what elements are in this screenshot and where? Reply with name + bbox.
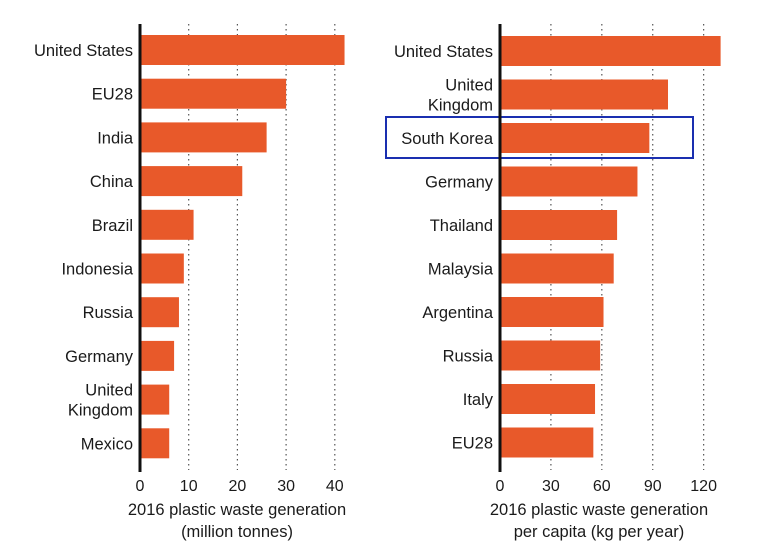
category-label: Indonesia — [61, 261, 133, 279]
x-axis-title: 2016 plastic waste generation — [128, 501, 346, 519]
bar-brazil — [140, 209, 194, 240]
category-label: Russia — [83, 304, 134, 322]
bar-russia — [140, 297, 179, 328]
bar-russia — [500, 340, 601, 371]
category-label: United — [445, 77, 493, 95]
x-tick-label: 0 — [496, 478, 505, 495]
category-label: United — [85, 382, 133, 400]
bar-eu28 — [140, 78, 287, 109]
bar-united-kingdom — [140, 384, 170, 415]
bar-south-korea — [500, 123, 650, 153]
x-axis-title: per capita (kg per year) — [514, 523, 685, 541]
bar-italy — [500, 384, 596, 414]
category-label: EU28 — [452, 435, 493, 453]
category-label: Kingdom — [428, 97, 493, 115]
bar-united-states — [140, 35, 345, 65]
bar-china — [140, 166, 243, 197]
category-label: Mexico — [81, 435, 133, 453]
bar-indonesia — [140, 253, 184, 284]
x-tick-label: 40 — [326, 478, 344, 495]
category-label: Germany — [65, 348, 134, 366]
category-label: Germany — [425, 174, 494, 192]
category-label: South Korea — [401, 130, 494, 148]
bar-united-kingdom — [500, 79, 669, 110]
chart-total-waste: United States EU28 India China Brazil Indones… — [34, 24, 346, 541]
bar-eu28 — [500, 427, 594, 458]
category-label: Kingdom — [68, 402, 133, 420]
bar-argentina — [500, 297, 604, 327]
bar-germany — [140, 340, 175, 371]
x-axis-title: (million tonnes) — [181, 523, 293, 541]
category-label: China — [90, 173, 134, 191]
category-label: India — [97, 129, 134, 147]
category-label: United States — [34, 42, 133, 60]
bar-germany — [500, 166, 638, 197]
category-label: Malaysia — [428, 261, 494, 279]
bar-mexico — [140, 428, 170, 459]
category-label: Argentina — [422, 304, 493, 322]
chart-per-capita-waste: United States United Kingdom South Korea Ger… — [385, 24, 721, 541]
x-tick-label: 30 — [542, 478, 560, 495]
bar-thailand — [500, 210, 618, 240]
x-tick-label: 10 — [180, 478, 198, 495]
category-label: Russia — [443, 348, 494, 366]
highlight-box — [385, 116, 694, 159]
bar-india — [140, 122, 267, 153]
category-label: Italy — [463, 391, 494, 409]
x-tick-label: 60 — [593, 478, 611, 495]
category-label: United States — [394, 43, 493, 61]
x-tick-label: 30 — [277, 478, 295, 495]
category-label: Thailand — [430, 217, 493, 235]
x-tick-label: 120 — [690, 478, 717, 495]
x-tick-label: 90 — [644, 478, 662, 495]
bar-united-states — [500, 36, 721, 66]
category-label: Brazil — [92, 217, 133, 235]
bar-malaysia — [500, 253, 614, 284]
category-label: EU28 — [92, 86, 133, 104]
x-tick-label: 20 — [229, 478, 247, 495]
x-axis-title: 2016 plastic waste generation — [490, 501, 708, 519]
x-tick-label: 0 — [136, 478, 145, 495]
